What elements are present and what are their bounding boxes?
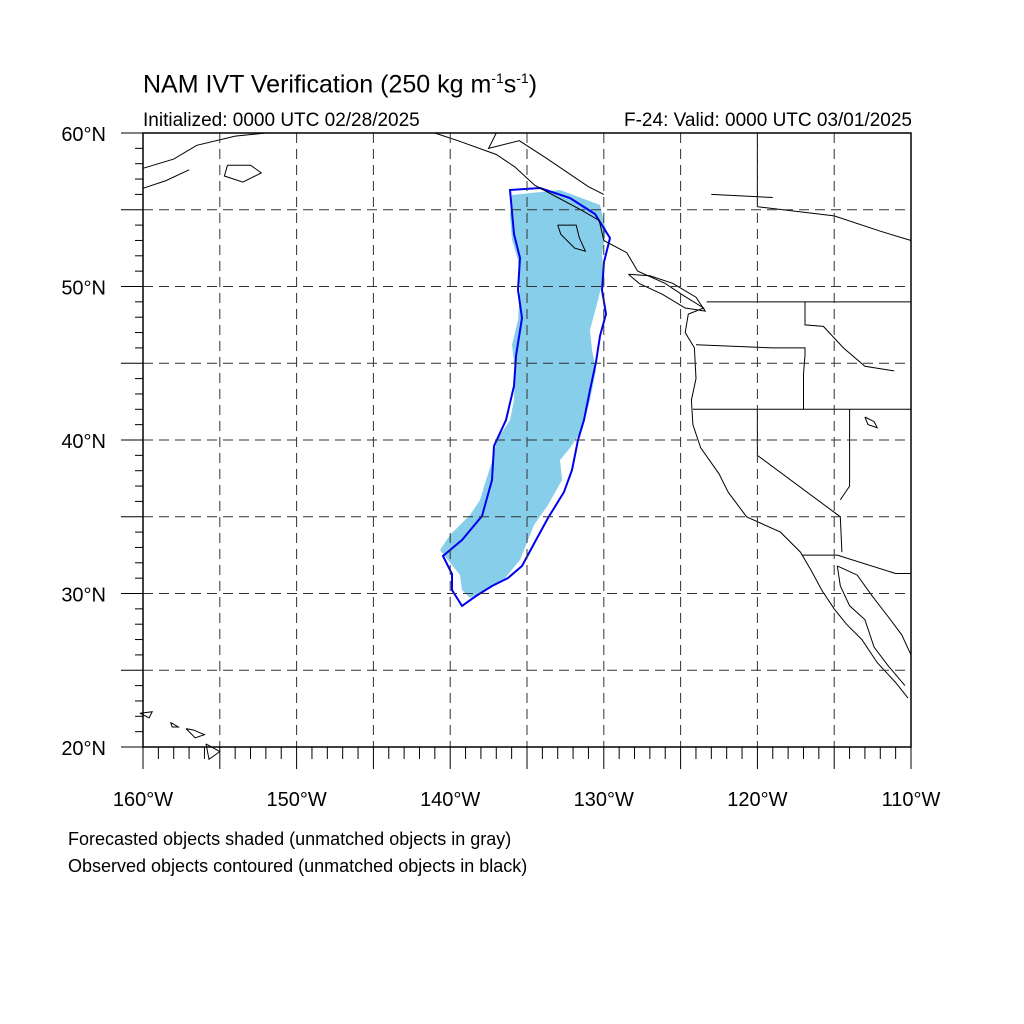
lon-tick-label: 110°W bbox=[882, 789, 941, 811]
legend-notes: Forecasted objects shaded (unmatched obj… bbox=[68, 826, 527, 880]
coastline-segment bbox=[628, 273, 707, 312]
initialized-label: Initialized: 0000 UTC 02/28/2025 bbox=[143, 110, 420, 131]
lon-tick-label: 130°W bbox=[574, 789, 634, 811]
lon-tick-label: 120°W bbox=[727, 789, 787, 811]
map-title: NAM IVT Verification (250 kg m-1s-1) bbox=[143, 70, 538, 99]
coastline-segment bbox=[864, 416, 879, 429]
lat-tick-label: 30°N bbox=[61, 585, 106, 607]
observed-note: Observed objects contoured (unmatched ob… bbox=[68, 856, 528, 876]
coastline-segment bbox=[139, 711, 154, 719]
coastlines bbox=[139, 132, 912, 761]
coastline-segment bbox=[756, 409, 843, 553]
coastline-segment bbox=[837, 565, 912, 656]
lat-lon-grid bbox=[143, 133, 911, 747]
coastline-segment bbox=[557, 224, 587, 252]
coastline-segment bbox=[205, 743, 221, 761]
lat-tick-label: 40°N bbox=[61, 431, 106, 453]
axis-ticks bbox=[121, 132, 912, 769]
forecast-note: Forecasted objects shaded (unmatched obj… bbox=[68, 829, 512, 849]
valid-time-label: F-24: Valid: 0000 UTC 03/01/2025 bbox=[624, 110, 912, 131]
observed-object bbox=[441, 186, 612, 608]
lat-tick-label: 20°N bbox=[61, 738, 106, 760]
coastline-segment bbox=[801, 554, 911, 574]
coastline-segment bbox=[487, 132, 605, 195]
coastline-segment bbox=[839, 409, 851, 501]
latitude-labels: 60°N 50°N 40°N 30°N 20°N bbox=[61, 124, 106, 760]
lat-tick-label: 60°N bbox=[61, 124, 106, 146]
coastline-segment bbox=[142, 169, 190, 189]
coastline-segment bbox=[836, 565, 906, 686]
coastline-segment bbox=[185, 728, 206, 739]
coastline-segment bbox=[434, 132, 909, 699]
lon-tick-label: 150°W bbox=[266, 789, 326, 811]
coastline-segment bbox=[695, 344, 806, 410]
lon-tick-label: 160°W bbox=[113, 789, 173, 811]
coastline-segment bbox=[170, 721, 181, 728]
lon-tick-label: 140°W bbox=[420, 789, 480, 811]
coastline-segment bbox=[711, 193, 773, 198]
coastline-segment bbox=[223, 164, 263, 183]
coastline-segment bbox=[804, 301, 895, 372]
longitude-labels: 160°W 150°W 140°W 130°W 120°W 110°W bbox=[113, 789, 941, 811]
lat-tick-label: 50°N bbox=[61, 278, 106, 300]
forecast-object bbox=[440, 190, 606, 598]
coastline-segment bbox=[142, 132, 266, 169]
